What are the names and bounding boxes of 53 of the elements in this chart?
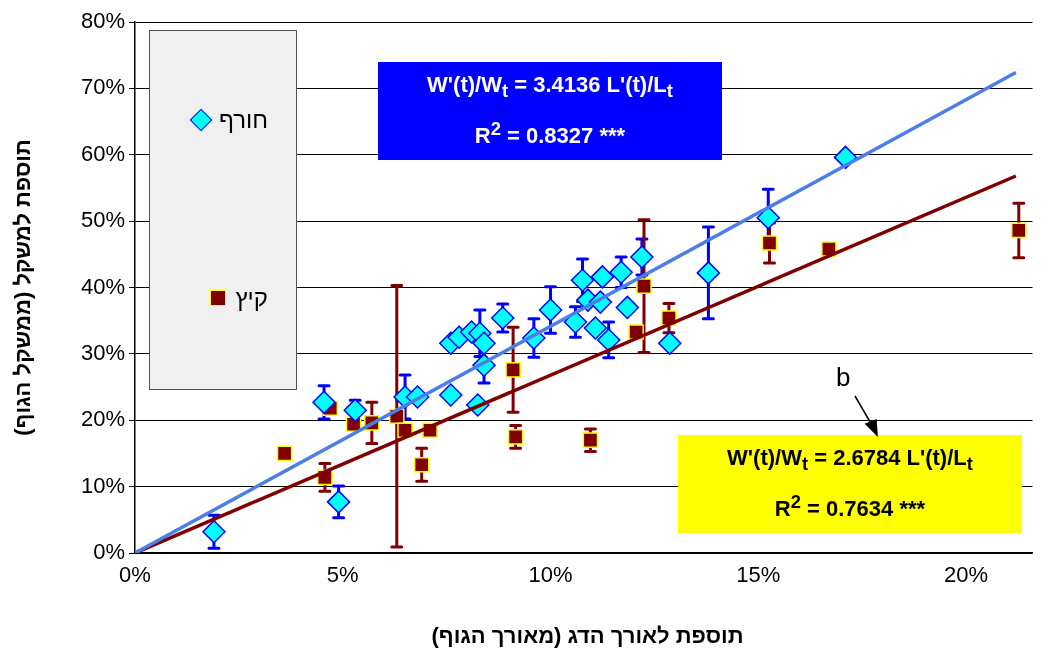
y-tick-label: 50% — [80, 207, 125, 233]
y-tick-label: 0% — [93, 539, 125, 565]
point — [413, 456, 430, 473]
x-tick-label: 5% — [326, 562, 359, 588]
x-tick-label: 10% — [528, 562, 573, 588]
point — [615, 295, 640, 320]
point — [658, 331, 682, 356]
annotation: R$^{2}$ = 0.7634 *** — [773, 490, 927, 524]
point — [505, 361, 521, 378]
point — [756, 206, 780, 230]
point — [583, 316, 608, 340]
point — [472, 331, 496, 356]
point — [636, 278, 652, 294]
y-axis-title: תוספת למשקל (ממשקל הגוף) — [10, 139, 36, 436]
annotation: W'(t)/W$_{t}$ = 3.4136 L'(t)/L$_{t}$ — [426, 71, 674, 104]
point — [397, 422, 413, 439]
annotation: R$^{2}$ = 0.8327 *** — [473, 117, 627, 151]
y-tick-label: 80% — [80, 8, 125, 34]
point — [439, 383, 463, 407]
point — [326, 490, 351, 514]
text-box: W'(t)/W$_{t}$ = 2.6784 L'(t)/L$_{t}$ R$^{2}$ = 0.7634 *** — [678, 435, 1022, 533]
point — [1010, 222, 1027, 239]
annotation: b — [836, 362, 851, 393]
point — [276, 445, 293, 462]
x-tick-label: 20% — [944, 562, 989, 588]
point — [609, 260, 633, 284]
point — [696, 261, 721, 285]
y-tick-label: 40% — [80, 273, 125, 299]
text-box: W'(t)/W$_{t}$ = 3.4136 L'(t)/L$_{t}$ R$^{2}$ = 0.8327 *** — [378, 62, 722, 160]
y-tick-label: 20% — [80, 406, 125, 432]
point — [590, 265, 615, 289]
point — [582, 432, 599, 448]
point — [570, 268, 595, 292]
point — [596, 328, 621, 352]
y-tick-label: 30% — [80, 339, 125, 365]
y-tick-label: 70% — [80, 74, 125, 100]
legend-panel: חורף קיץ — [149, 30, 297, 390]
legend-label: חורף — [218, 106, 268, 134]
point — [490, 306, 515, 330]
x-tick-label: 15% — [736, 562, 781, 588]
point — [761, 235, 778, 251]
annotation: W'(t)/W$_{t}$ = 2.6784 L'(t)/L$_{t}$ — [726, 444, 974, 477]
point — [343, 398, 367, 423]
point — [538, 298, 563, 322]
point — [312, 390, 336, 415]
legend-label: קיץ — [235, 284, 268, 312]
point — [507, 429, 524, 445]
y-tick-label: 10% — [80, 472, 125, 498]
point — [202, 520, 226, 544]
point — [630, 245, 654, 269]
x-axis-title: תוספת לאורך הדג (מאורך הגוף) — [431, 623, 744, 649]
x-tick-label: 0% — [119, 562, 151, 588]
y-tick-label: 60% — [80, 140, 125, 166]
